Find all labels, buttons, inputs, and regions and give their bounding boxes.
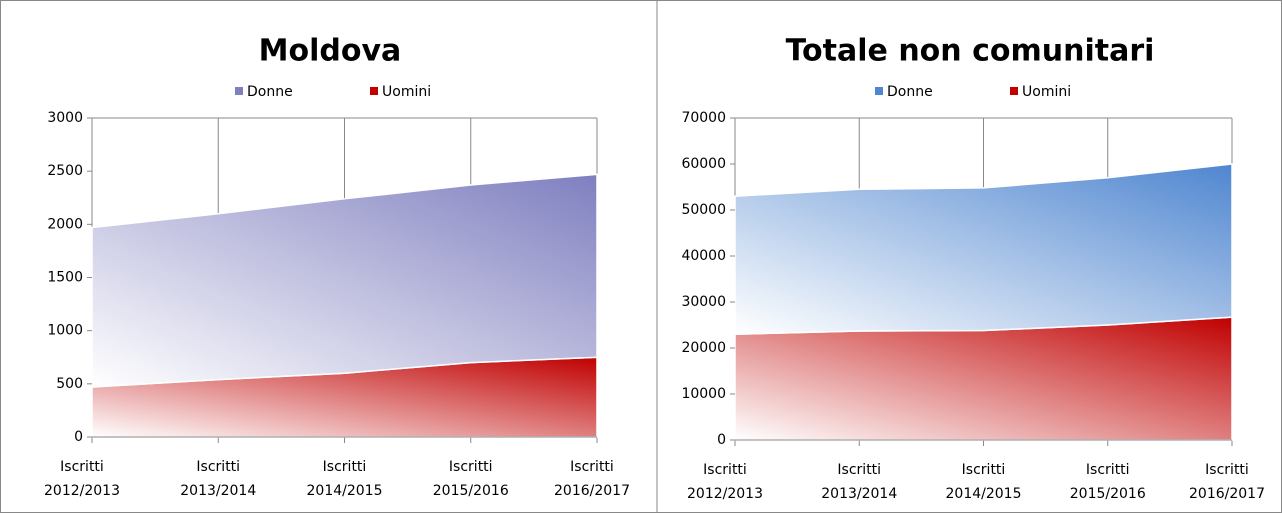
y-tick-label: 40000: [681, 248, 726, 264]
x-tick-label: Iscritti 2015/2016: [432, 459, 509, 499]
x-tick-label: Iscritti 2015/2016: [1069, 462, 1146, 502]
x-tick-label: Iscritti 2014/2015: [306, 459, 383, 499]
legend-label: Donne: [887, 84, 933, 100]
y-tick-label: 0: [74, 429, 83, 445]
x-tick-label: Iscritti 2012/2013: [44, 459, 120, 499]
y-tick-label: 10000: [681, 386, 726, 402]
y-tick-label: 20000: [681, 340, 726, 356]
x-tick-label: Iscritti 2016/2017: [1189, 462, 1265, 502]
legend-swatch: [875, 87, 883, 95]
y-tick-label: 2000: [47, 216, 83, 232]
x-tick-label: Iscritti 2013/2014: [180, 459, 257, 499]
y-tick-label: 0: [717, 432, 726, 448]
legend-label: Uomini: [1022, 84, 1071, 100]
y-tick-label: 1000: [47, 323, 83, 339]
x-tick-label: Iscritti 2016/2017: [554, 459, 630, 499]
x-tick-label: Iscritti 2012/2013: [687, 462, 763, 502]
y-tick-label: 30000: [681, 294, 726, 310]
chart-title: Moldova: [259, 34, 402, 69]
x-tick-label: Iscritti 2014/2015: [945, 462, 1022, 502]
y-tick-label: 50000: [681, 202, 726, 218]
area: [734, 163, 1233, 335]
area: [91, 173, 598, 388]
legend-label: Uomini: [382, 84, 431, 100]
legend-swatch: [235, 87, 243, 95]
area: [734, 316, 1233, 441]
y-tick-label: 3000: [47, 110, 83, 126]
chart-title: Totale non comunitari: [786, 34, 1155, 69]
legend-swatch: [370, 87, 378, 95]
legend-label: Donne: [247, 84, 293, 100]
y-tick-label: 1500: [47, 270, 83, 286]
y-tick-label: 70000: [681, 110, 726, 126]
y-tick-label: 500: [56, 376, 83, 392]
y-tick-label: 2500: [47, 163, 83, 179]
legend-swatch: [1010, 87, 1018, 95]
x-tick-label: Iscritti 2013/2014: [821, 462, 898, 502]
y-tick-label: 60000: [681, 156, 726, 172]
